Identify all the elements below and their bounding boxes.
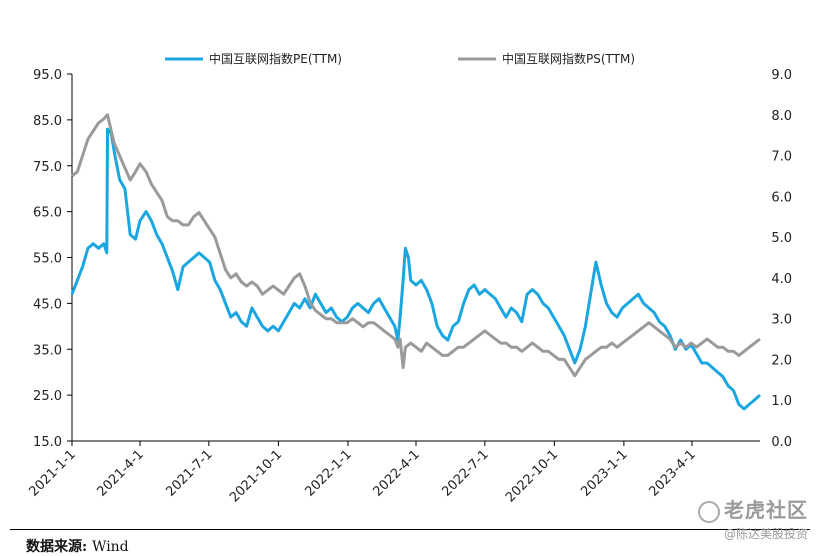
y-right-tick-label: 2.0 <box>771 353 792 368</box>
watermark-main: 老虎社区 <box>698 494 808 523</box>
legend: 中国互联网指数PE(TTM) 中国互联网指数PS(TTM) <box>165 51 635 66</box>
y-right-tick-label: 6.0 <box>771 190 792 205</box>
y-right-tick-label: 9.0 <box>771 68 792 83</box>
source-label: 数据来源: <box>26 539 88 555</box>
y-right-tick-label: 5.0 <box>771 231 792 246</box>
source-note: 数据来源: Wind <box>26 536 129 556</box>
watermark-sub: @陈达美股投资 <box>723 527 808 541</box>
x-tick-label: 2021-4-1 <box>95 447 147 499</box>
series-line-pe <box>70 127 761 411</box>
watermark: 老虎社区 @陈达美股投资 <box>698 494 808 542</box>
y-left-tick-label: 95.0 <box>33 68 62 83</box>
y-left-tick-label: 85.0 <box>33 114 62 129</box>
y-left-tick-label: 75.0 <box>33 160 62 175</box>
y-right-tick-label: 1.0 <box>771 394 792 409</box>
y-right-tick-label: 4.0 <box>771 272 792 287</box>
series-layer <box>70 113 761 411</box>
y-left-tick-label: 45.0 <box>33 297 62 312</box>
x-tick-label: 2023-1-1 <box>578 447 630 499</box>
y-right-tick-label: 3.0 <box>771 313 792 328</box>
y-right-tick-label: 7.0 <box>771 150 792 165</box>
y-left-tick-label: 55.0 <box>33 252 62 267</box>
axes: 95.0 85.0 75.0 65.0 55.0 45.0 35.0 25.0 15.0 9.0 8… <box>26 68 792 505</box>
x-tick-label: 2022-7-1 <box>439 447 491 499</box>
x-tick-label: 2023-4-1 <box>646 447 698 499</box>
legend-label-ps: 中国互联网指数PS(TTM) <box>502 51 635 66</box>
x-tick-label: 2021-10-1 <box>227 447 285 505</box>
x-tick-label: 2021-7-1 <box>163 447 215 499</box>
y-left-tick-label: 65.0 <box>33 206 62 221</box>
y-left-tick-label: 35.0 <box>33 343 62 358</box>
chart: 中国互联网指数PE(TTM) 中国互联网指数PS(TTM) 95.0 85.0 75.… <box>26 51 792 505</box>
x-tick-label: 2022-10-1 <box>503 447 561 505</box>
x-tick-label: 2022-4-1 <box>370 447 422 499</box>
y-left-tick-label: 15.0 <box>33 435 62 450</box>
tiger-logo-icon <box>698 500 720 523</box>
x-tick-label: 2021-1-1 <box>26 447 78 499</box>
y-left-tick-label: 25.0 <box>33 389 62 404</box>
divider <box>10 529 810 530</box>
watermark-main-text: 老虎社区 <box>724 498 808 522</box>
source-value: Wind <box>92 539 129 555</box>
y-right-tick-label: 8.0 <box>771 109 792 124</box>
y-right-tick-label: 0.0 <box>771 435 792 450</box>
x-tick-label: 2022-1-1 <box>302 447 354 499</box>
series-line-ps <box>71 113 761 378</box>
legend-label-pe: 中国互联网指数PE(TTM) <box>209 51 342 66</box>
